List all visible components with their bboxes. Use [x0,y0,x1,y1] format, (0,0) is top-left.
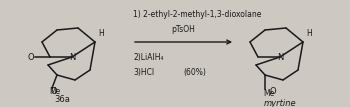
Text: Me: Me [49,86,60,96]
Text: (60%): (60%) [183,68,206,77]
Text: H: H [98,30,104,39]
Text: N: N [277,53,283,62]
Text: 2)LiAlH₄: 2)LiAlH₄ [133,53,163,62]
Text: myrtine: myrtine [264,99,296,107]
Text: Me: Me [264,88,275,97]
Text: H: H [306,30,312,39]
Text: O: O [28,53,34,62]
Text: 36a: 36a [54,96,70,105]
Text: 3)HCl: 3)HCl [133,68,154,77]
Text: 1) 2-ethyl-2-methyl-1,3-dioxolane: 1) 2-ethyl-2-methyl-1,3-dioxolane [133,10,261,19]
Text: O: O [51,88,57,97]
Text: pTsOH: pTsOH [171,25,195,33]
Text: O: O [270,86,276,96]
Text: N: N [69,53,75,62]
